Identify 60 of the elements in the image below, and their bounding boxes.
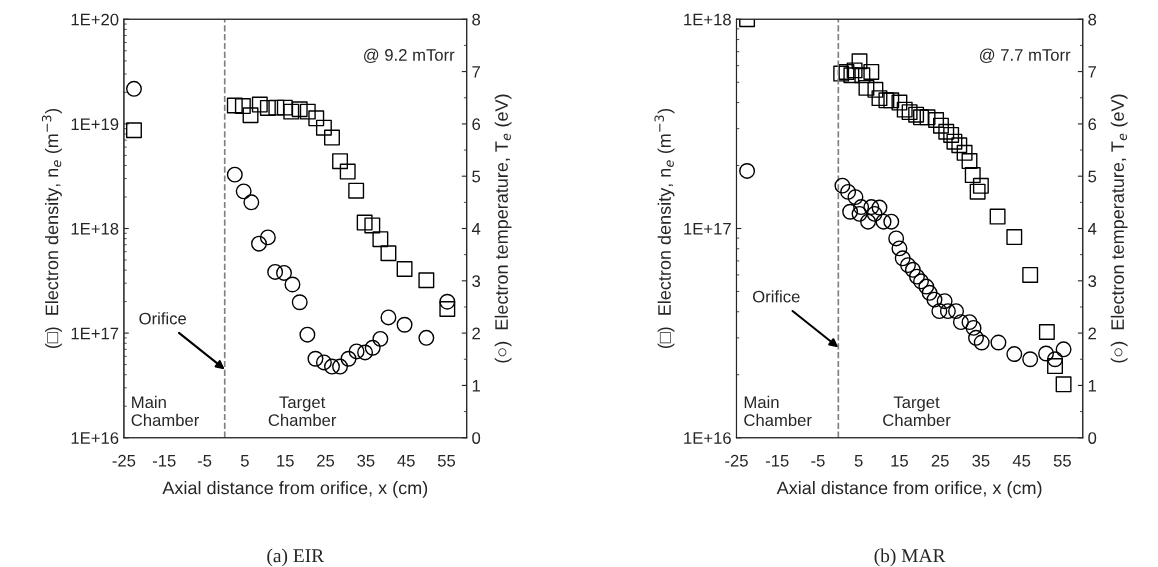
x-tick-label: 25	[317, 454, 335, 467]
x-tick-label: 15	[891, 455, 908, 467]
x-tick-label: 55	[1053, 455, 1071, 467]
y2-tick-label: 8	[472, 13, 481, 26]
y2-tick-label: 0	[472, 432, 481, 444]
y2-tick-label: 1	[472, 379, 480, 392]
annotation: Orifice	[139, 312, 187, 325]
y2-tick-label: 6	[1088, 118, 1097, 131]
x-tick-label: -15	[765, 455, 789, 467]
x-axis-title: Axial distance from orifice, x (cm)	[776, 481, 1042, 498]
y-tick-label: 1E+16	[71, 432, 119, 444]
annotation: Main Chamber	[131, 395, 200, 427]
x-tick-label: -5	[197, 455, 212, 467]
x-tick-label: 15	[277, 455, 294, 467]
text: (b) MAR	[874, 548, 946, 567]
annotation: Target Chamber	[268, 396, 337, 427]
y2-axis-title: (○) Electron temperature, T$_{e}$ (eV)	[494, 94, 512, 363]
x-tick-label: -5	[811, 455, 825, 467]
y2-tick-label: 2	[472, 327, 480, 340]
x-tick-label: 35	[972, 454, 990, 467]
text: (a) EIR	[267, 548, 325, 567]
y2-axis-title: (○) Electron temperature, T$_{e}$ (eV)	[1110, 94, 1128, 363]
annotation: Main Chamber	[744, 395, 812, 427]
y2-tick-label: 2	[1088, 327, 1097, 340]
y-tick-label: 1E+20	[71, 13, 119, 26]
y-tick-label: 1E+18	[71, 222, 119, 235]
x-tick-label: 45	[397, 455, 415, 467]
y2-tick-label: 1	[1088, 379, 1097, 392]
y-axis-title: (□) Electron density, n$_{e}$ (m$^{−3}$)	[41, 109, 62, 349]
y-tick-label: 1E+19	[71, 118, 119, 131]
annotation: @ 9.2 mTorr	[364, 48, 455, 63]
y2-tick-label: 8	[1088, 13, 1097, 26]
x-axis-title: Axial distance from orifice, x (cm)	[162, 481, 428, 498]
y2-tick-label: 5	[1088, 170, 1097, 183]
x-tick-label: 5	[854, 455, 863, 467]
y2-tick-label: 3	[472, 275, 481, 288]
y2-tick-label: 3	[1088, 275, 1097, 288]
x-tick-label: 55	[437, 455, 456, 467]
x-tick-label: 5	[240, 455, 249, 467]
x-tick-label: -25	[112, 454, 136, 467]
y2-tick-label: 0	[1088, 432, 1097, 444]
y2-tick-label: 7	[1088, 66, 1097, 78]
y-tick-label: 1E+18	[684, 13, 731, 26]
annotation: Orifice	[753, 290, 800, 303]
x-tick-label: 45	[1012, 455, 1031, 467]
x-tick-label: 25	[931, 454, 949, 467]
y-tick-label: 1E+16	[684, 432, 731, 444]
y-axis-title: (□) Electron density, n$_{e}$ (m$^{−3}$)	[654, 109, 675, 349]
y2-tick-label: 4	[1087, 223, 1097, 235]
annotation: @ 7.7 mTorr	[980, 48, 1071, 63]
x-tick-label: -15	[152, 455, 176, 467]
x-tick-label: -25	[725, 454, 748, 467]
y2-tick-label: 7	[472, 66, 480, 78]
x-tick-label: 35	[357, 454, 375, 467]
y2-tick-label: 5	[472, 170, 481, 183]
y2-tick-label: 6	[472, 118, 481, 131]
y-tick-label: 1E+17	[71, 327, 119, 340]
annotation: Target Chamber	[883, 396, 951, 427]
y-tick-label: 1E+17	[684, 223, 731, 235]
y2-tick-label: 4	[471, 223, 481, 235]
